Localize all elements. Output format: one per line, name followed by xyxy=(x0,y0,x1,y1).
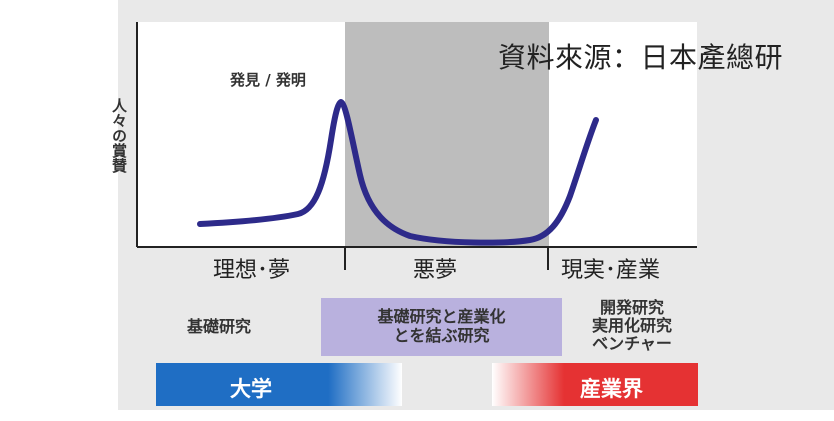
university-bar xyxy=(156,363,402,406)
y-axis-label: 人々の賞賛 xyxy=(110,98,128,173)
phase-label-reality: 現実･産業 xyxy=(561,258,661,283)
phase-label-ideal: 理想･夢 xyxy=(213,258,291,283)
peak-label: 発見 / 発明 xyxy=(230,71,306,89)
phase-label-nightmare: 悪夢 xyxy=(413,258,458,283)
university-label: 大学 xyxy=(230,377,272,401)
industry-label: 産業界 xyxy=(580,377,643,401)
source-note: 資料來源：日本產總研 xyxy=(498,41,784,74)
bridging-research-label: 基礎研究と産業化 とを結ぶ研究 xyxy=(377,307,506,345)
applied-research-label: 開発研究 実用化研究 ベンチャー xyxy=(591,298,672,353)
basic-research-label: 基礎研究 xyxy=(187,317,252,336)
bridging-research-box xyxy=(321,298,562,356)
industry-bar xyxy=(492,363,698,406)
